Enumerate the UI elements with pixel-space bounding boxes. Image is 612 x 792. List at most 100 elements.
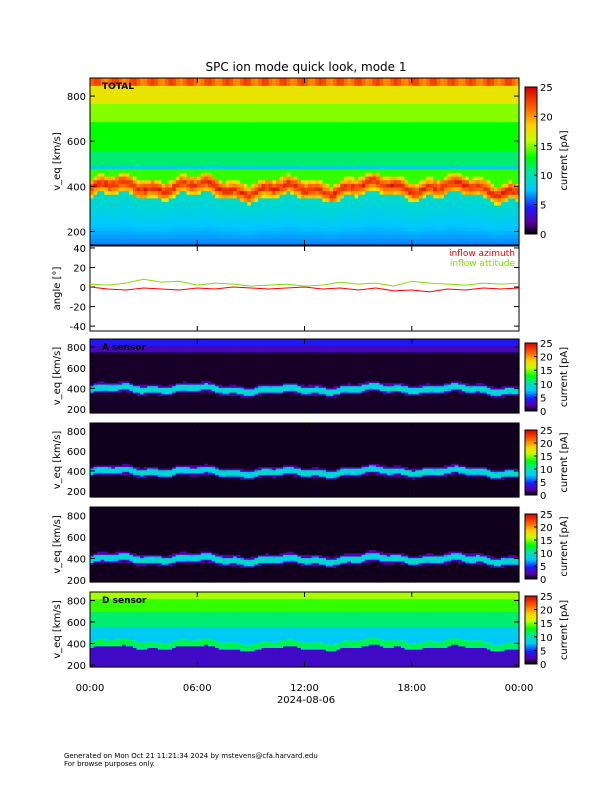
heatmap-cell xyxy=(390,197,395,203)
heatmap-cell xyxy=(322,161,327,166)
heatmap-cell xyxy=(461,85,466,90)
heatmap-cell xyxy=(443,125,449,130)
heatmap-cell xyxy=(318,128,323,134)
heatmap-cell xyxy=(211,215,216,221)
heatmap-cell xyxy=(97,132,102,137)
heatmap-cell xyxy=(168,176,173,181)
heatmap-cell xyxy=(132,201,138,206)
heatmap-cell xyxy=(308,183,313,188)
heatmap-cell xyxy=(454,223,459,228)
heatmap-cell xyxy=(397,114,402,119)
heatmap-cell xyxy=(132,139,138,144)
heatmap-cell xyxy=(368,161,374,166)
heatmap-cell xyxy=(211,212,216,217)
heatmap-cell xyxy=(415,237,420,242)
heatmap-cell xyxy=(451,96,456,101)
heatmap-cell xyxy=(461,194,466,199)
heatmap-cell xyxy=(118,150,123,155)
heatmap-cell xyxy=(476,146,481,152)
heatmap-cell xyxy=(401,223,406,228)
heatmap-cell xyxy=(404,154,409,159)
heatmap-cell xyxy=(193,208,198,213)
heatmap-cell xyxy=(104,212,109,217)
heatmap-cell xyxy=(240,150,245,155)
heatmap-cell xyxy=(197,132,202,137)
heatmap-cell xyxy=(358,103,363,108)
heatmap-cell xyxy=(311,172,316,177)
heatmap-cell xyxy=(107,230,113,235)
heatmap-cell xyxy=(258,117,263,123)
heatmap-cell xyxy=(272,125,277,130)
heatmap-cell xyxy=(175,103,180,108)
heatmap-cell xyxy=(283,190,288,195)
heatmap-cell xyxy=(451,176,456,181)
heatmap-cell xyxy=(247,88,252,94)
heatmap-cell xyxy=(247,168,252,173)
heatmap-cell xyxy=(408,103,413,108)
heatmap-cell xyxy=(136,205,141,210)
heatmap-cell xyxy=(458,103,463,108)
heatmap-cell xyxy=(186,172,191,177)
heatmap-cell xyxy=(115,114,120,119)
heatmap-cell xyxy=(315,154,320,159)
heatmap-cell xyxy=(147,186,152,192)
heatmap-cell xyxy=(415,179,420,184)
heatmap-cell xyxy=(115,132,120,137)
heatmap-cell xyxy=(383,215,388,221)
heatmap-cell xyxy=(361,125,366,130)
heatmap-cell xyxy=(408,136,413,141)
heatmap-cell xyxy=(368,154,374,159)
heatmap-cell xyxy=(447,197,452,203)
heatmap-cell xyxy=(365,212,370,217)
heatmap-cell xyxy=(315,125,320,130)
heatmap-cell xyxy=(436,237,441,242)
heatmap-cell xyxy=(225,136,231,141)
heatmap-cell xyxy=(140,208,145,213)
heatmap-cell xyxy=(358,215,363,221)
heatmap-cell xyxy=(297,81,302,86)
heatmap-cell xyxy=(422,128,427,134)
heatmap-cell xyxy=(426,237,431,242)
heatmap-cell xyxy=(161,219,166,224)
heatmap-cell xyxy=(340,208,345,213)
heatmap-cell xyxy=(204,150,209,155)
heatmap-cell xyxy=(358,201,363,206)
heatmap-cell xyxy=(472,230,477,235)
heatmap-cell xyxy=(401,154,406,159)
heatmap-cell xyxy=(397,208,402,213)
heatmap-cell xyxy=(297,85,302,90)
heatmap-cell xyxy=(315,165,320,170)
heatmap-cell xyxy=(165,179,170,184)
heatmap-cell xyxy=(268,132,273,137)
heatmap-cell xyxy=(383,96,388,101)
heatmap-cell xyxy=(443,139,449,144)
heatmap-cell xyxy=(393,85,399,90)
heatmap-cell xyxy=(315,197,320,203)
heatmap-cell xyxy=(343,234,348,239)
heatmap-cell xyxy=(365,128,370,134)
heatmap-cell xyxy=(265,176,270,181)
heatmap-cell xyxy=(218,234,223,239)
heatmap-cell xyxy=(190,201,195,206)
heatmap-cell xyxy=(447,128,452,134)
heatmap-cell xyxy=(143,179,148,184)
heatmap-cell xyxy=(268,128,273,134)
heatmap-cell xyxy=(265,230,270,235)
heatmap-cell xyxy=(261,136,266,141)
heatmap-cell xyxy=(286,125,291,130)
heatmap-cell xyxy=(329,121,334,126)
heatmap-cell xyxy=(272,157,277,163)
heatmap-cell xyxy=(193,132,198,137)
heatmap-cell xyxy=(247,132,252,137)
heatmap-cell xyxy=(290,215,295,221)
heatmap-cell xyxy=(415,139,420,144)
heatmap-cell xyxy=(318,107,323,112)
heatmap-cell xyxy=(90,114,95,119)
heatmap-cell xyxy=(476,212,481,217)
heatmap-cell xyxy=(465,161,470,166)
heatmap-cell xyxy=(122,92,127,97)
heatmap-cell xyxy=(207,146,213,152)
heatmap-cell xyxy=(254,172,259,177)
heatmap-cell xyxy=(179,237,184,242)
heatmap-cell xyxy=(233,81,238,86)
